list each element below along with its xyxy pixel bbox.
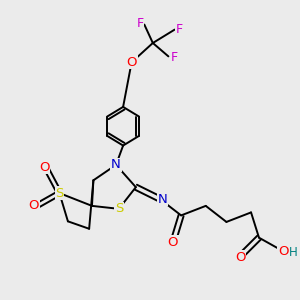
Text: H: H (289, 246, 297, 259)
Text: F: F (175, 23, 182, 36)
Text: O: O (167, 236, 178, 249)
Text: O: O (29, 200, 39, 212)
Text: O: O (278, 244, 288, 258)
Text: O: O (235, 251, 246, 264)
Text: F: F (136, 16, 144, 30)
Text: S: S (115, 202, 123, 215)
Text: N: N (158, 193, 168, 206)
Text: S: S (55, 187, 64, 200)
Text: N: N (111, 158, 121, 171)
Text: F: F (170, 51, 178, 64)
Text: O: O (39, 161, 50, 174)
Text: O: O (126, 56, 137, 69)
